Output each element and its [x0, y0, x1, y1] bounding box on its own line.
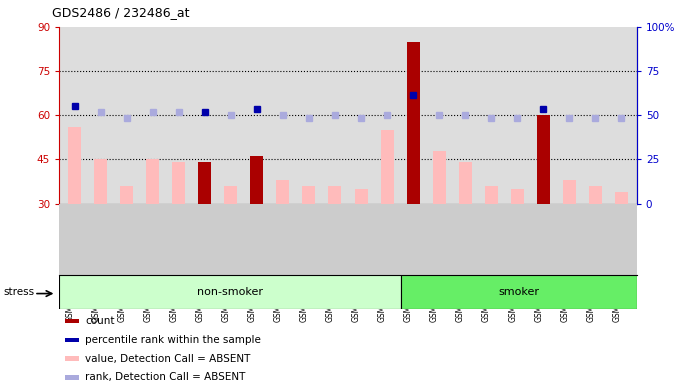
Bar: [68, 127, 81, 204]
Text: stress: stress: [3, 287, 35, 297]
Bar: [354, 189, 367, 204]
Bar: [511, 189, 523, 204]
Bar: [59, 275, 400, 309]
Text: percentile rank within the sample: percentile rank within the sample: [85, 335, 261, 345]
Bar: [224, 186, 237, 204]
Bar: [433, 151, 445, 204]
Bar: [589, 186, 602, 204]
Bar: [459, 162, 472, 204]
Bar: [406, 41, 420, 204]
Text: count: count: [85, 316, 115, 326]
Bar: [120, 186, 134, 204]
Text: GDS2486 / 232486_at: GDS2486 / 232486_at: [52, 6, 190, 19]
Bar: [65, 356, 79, 361]
Bar: [251, 156, 263, 204]
Bar: [484, 186, 498, 204]
Bar: [276, 180, 290, 204]
Bar: [198, 162, 212, 204]
Bar: [562, 180, 576, 204]
Bar: [65, 338, 79, 342]
Bar: [329, 186, 342, 204]
Bar: [65, 375, 79, 379]
Text: value, Detection Call = ABSENT: value, Detection Call = ABSENT: [85, 354, 251, 364]
Bar: [400, 275, 637, 309]
Bar: [381, 130, 393, 204]
Text: non-smoker: non-smoker: [197, 287, 263, 297]
Bar: [94, 159, 107, 204]
Text: rank, Detection Call = ABSENT: rank, Detection Call = ABSENT: [85, 372, 246, 382]
Text: smoker: smoker: [498, 287, 539, 297]
Bar: [146, 159, 159, 204]
Bar: [303, 186, 315, 204]
Bar: [173, 162, 185, 204]
Bar: [537, 115, 550, 204]
Bar: [615, 192, 628, 204]
Bar: [65, 319, 79, 323]
